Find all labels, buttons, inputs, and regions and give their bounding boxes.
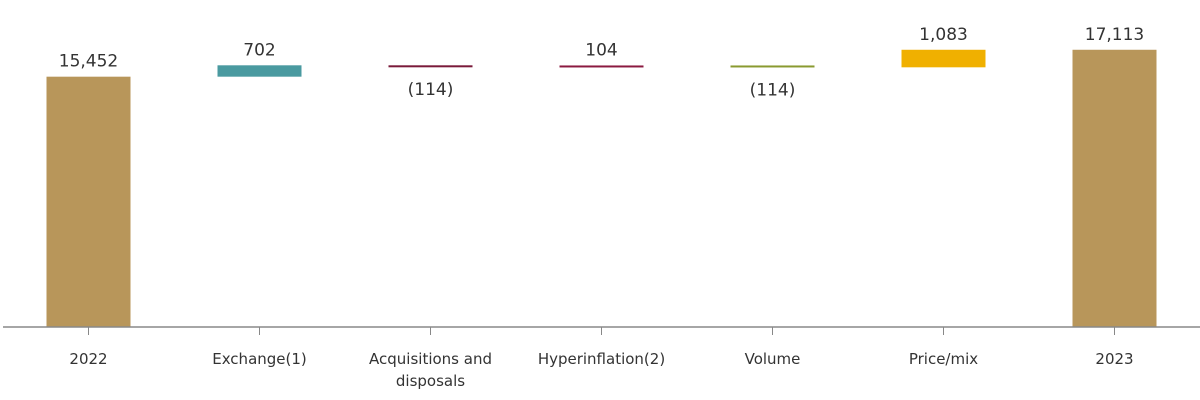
value-label: 702 bbox=[243, 40, 275, 60]
value-label: 104 bbox=[585, 40, 617, 60]
value-label: 1,083 bbox=[919, 25, 968, 45]
x-tick-label: Hyperinflation(2) bbox=[537, 350, 666, 368]
x-tick-label: Acquisitions and disposals bbox=[369, 350, 492, 390]
value-label: 15,452 bbox=[59, 52, 118, 72]
x-tick-label: Exchange(1) bbox=[212, 350, 307, 368]
bar bbox=[730, 65, 815, 68]
x-tick-label: 2023 bbox=[1095, 350, 1134, 368]
value-label: 17,113 bbox=[1085, 25, 1144, 45]
x-tick-label: 2022 bbox=[69, 350, 108, 368]
x-tick-label: Price/mix bbox=[908, 350, 979, 368]
bar bbox=[1072, 49, 1157, 327]
x-tick-label: Volume bbox=[744, 350, 801, 368]
bar bbox=[217, 65, 302, 77]
bar bbox=[559, 65, 644, 68]
value-label: (114) bbox=[750, 80, 796, 100]
bar bbox=[46, 76, 131, 327]
value-label: (114) bbox=[408, 80, 454, 100]
bar bbox=[388, 65, 473, 68]
bar bbox=[901, 49, 986, 68]
